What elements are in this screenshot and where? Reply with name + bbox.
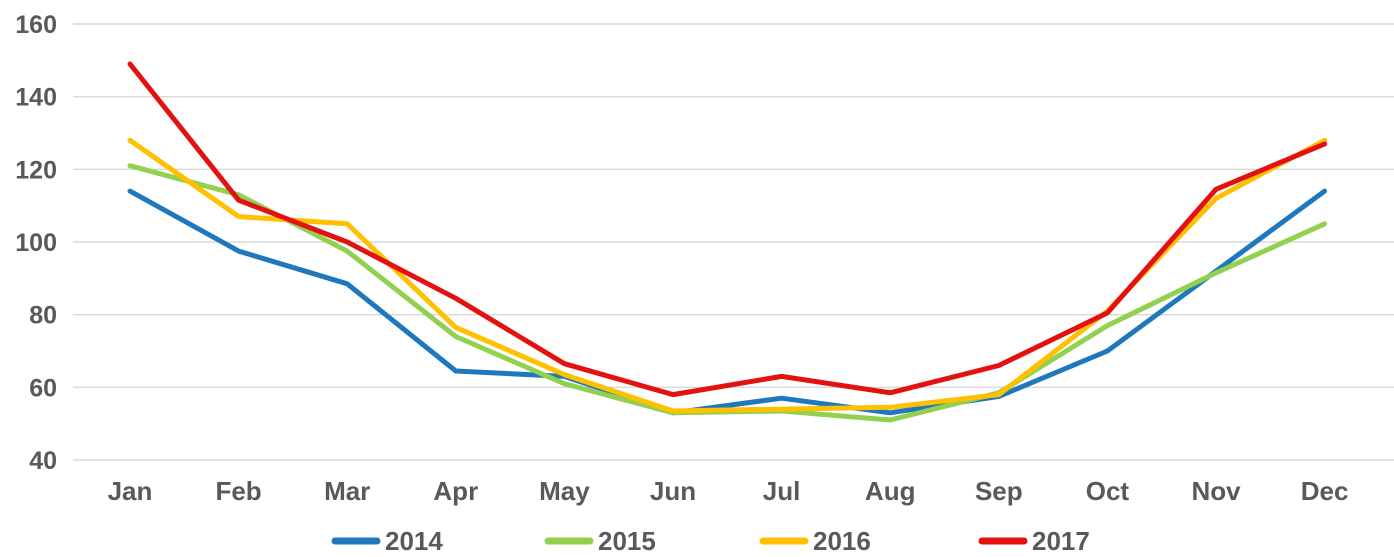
y-tick-label-80: 80 xyxy=(29,302,57,330)
y-tick-label-160: 160 xyxy=(15,11,57,39)
y-tick-label-120: 120 xyxy=(15,156,57,184)
x-tick-label-nov: Nov xyxy=(1191,476,1241,506)
series-line-2014 xyxy=(127,188,1328,416)
x-tick-label-dec: Dec xyxy=(1301,476,1349,506)
legend-label-2016: 2016 xyxy=(813,526,871,556)
legend-item-2015: 2015 xyxy=(544,526,656,556)
legend-label-2017: 2017 xyxy=(1032,526,1090,556)
legend-label-2014: 2014 xyxy=(385,526,443,556)
x-tick-label-feb: Feb xyxy=(215,476,261,506)
x-tick-label-apr: Apr xyxy=(433,476,478,506)
series-lines xyxy=(127,61,1328,423)
x-tick-label-jan: Jan xyxy=(108,476,153,506)
legend-item-2016: 2016 xyxy=(759,526,871,556)
series-line-2017 xyxy=(127,61,1328,398)
y-tick-label-140: 140 xyxy=(15,84,57,112)
x-tick-label-oct: Oct xyxy=(1086,476,1130,506)
y-tick-label-100: 100 xyxy=(15,229,57,257)
x-tick-label-mar: Mar xyxy=(324,476,370,506)
legend: 2014 2015 2016 2017 xyxy=(331,526,1090,556)
y-tick-label-60: 60 xyxy=(29,374,57,402)
legend-label-2015: 2015 xyxy=(598,526,656,556)
legend-item-2014: 2014 xyxy=(331,526,443,556)
x-tick-label-jul: Jul xyxy=(763,476,801,506)
x-tick-label-may: May xyxy=(539,476,590,506)
x-tick-label-sep: Sep xyxy=(975,476,1023,506)
x-axis-labels: Jan Feb Mar Apr May Jun Jul Aug Sep Oct Nov Dec xyxy=(108,476,1349,506)
legend-item-2017: 2017 xyxy=(978,526,1090,556)
gridlines xyxy=(73,23,1394,461)
y-tick-label-40: 40 xyxy=(29,447,57,475)
y-axis-labels: 40 60 80 100 120 140 160 xyxy=(15,11,57,475)
x-tick-label-aug: Aug xyxy=(865,476,916,506)
x-tick-label-jun: Jun xyxy=(650,476,696,506)
